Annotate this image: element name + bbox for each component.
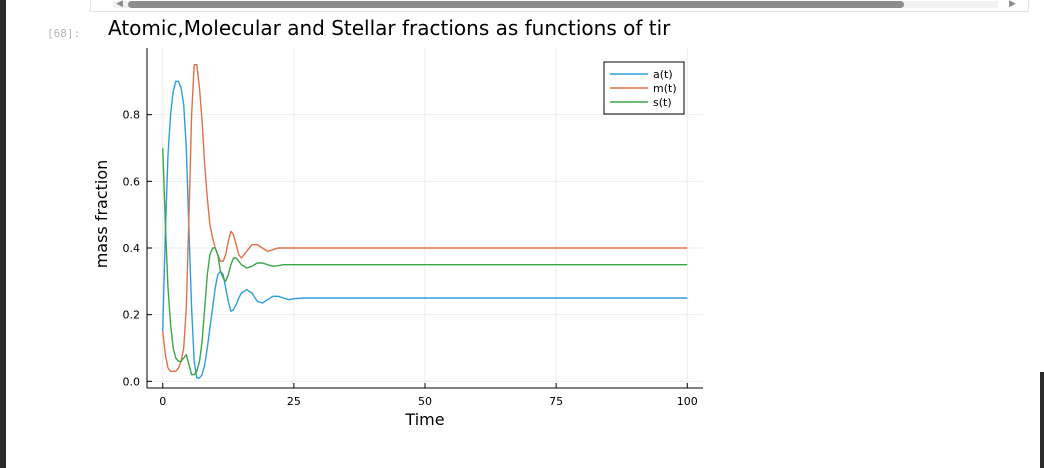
y-axis-label: mass fraction [92,160,111,269]
y-tick-label: 0.4 [123,242,141,255]
x-tick-label: 100 [677,395,698,408]
x-tick-label: 75 [549,395,563,408]
legend: a(t)m(t)s(t) [604,62,684,114]
legend-entry-label: s(t) [653,96,672,109]
legend-entry-label: a(t) [653,68,673,81]
y-tick-label: 0.6 [123,175,141,188]
x-tick-label: 50 [418,395,432,408]
y-tick-label: 0.8 [123,109,141,122]
y-tick-label: 0.2 [123,309,141,322]
x-axis-label: Time [404,410,444,429]
x-tick-label: 0 [159,395,166,408]
legend-entry-label: m(t) [653,82,677,95]
x-tick-label: 25 [287,395,301,408]
y-tick-label: 0.0 [123,375,141,388]
